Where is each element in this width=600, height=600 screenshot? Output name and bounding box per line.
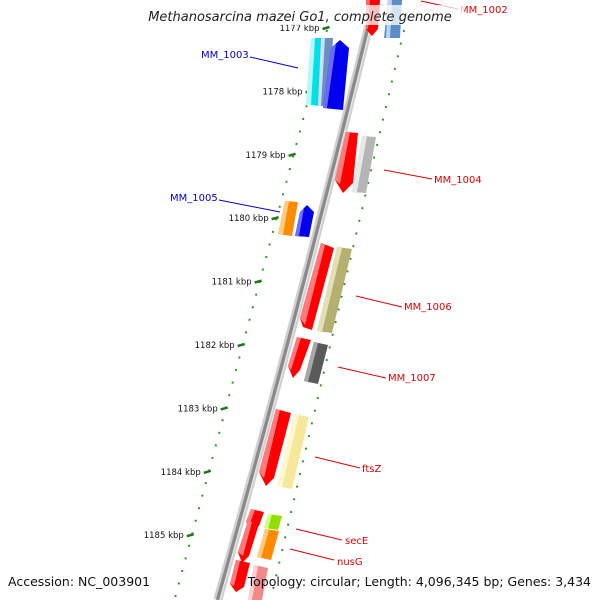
feature-next-gene-product — [248, 565, 268, 600]
tick-label: 1183 kbp — [178, 404, 218, 414]
label-group-mm-1003: MM_1003 — [201, 50, 299, 69]
tick-mark — [220, 406, 229, 411]
feature-next-gene — [230, 560, 250, 592]
label-group-ftsz: ftsZ — [314, 456, 381, 475]
tick-label: 1177 kbp — [279, 24, 319, 34]
gene-labels: MM_1002 MM_1003 MM_1004 MM_1005 MM_1006 … — [170, 0, 508, 568]
feature-layer — [230, 0, 402, 600]
gene-arrow-ftsz[interactable] — [259, 409, 291, 486]
gene-arrow-mm-1005[interactable] — [295, 205, 314, 237]
feature-mm-1007-product — [304, 342, 328, 384]
gene-label-mm-1003[interactable]: MM_1003 — [201, 50, 249, 61]
tick-label: 1182 kbp — [195, 341, 235, 351]
label-group-mm-1004: MM_1004 — [383, 169, 482, 186]
gene-arrow-mm-1006[interactable] — [300, 243, 334, 330]
feature-mm-1003-cds-a — [306, 38, 322, 106]
tick-mark — [322, 25, 330, 31]
feature-sece-product — [264, 514, 282, 530]
map-title: Methanosarcina mazei Go1, complete genom… — [148, 10, 452, 25]
label-group-mm-1007: MM_1007 — [337, 366, 436, 384]
dotted-tracks — [174, 29, 405, 599]
feature-mm-1006-product — [317, 247, 352, 333]
label-group-mm-1005: MM_1005 — [170, 193, 281, 213]
label-group-nusg: nusG — [289, 548, 363, 568]
title-backdrop — [138, 5, 464, 25]
backbone — [213, 0, 380, 600]
gene-arrow-mm-1007[interactable] — [288, 337, 311, 378]
feature-mm-1004-product — [352, 136, 376, 193]
tick-mark — [271, 215, 279, 221]
feature-nusg-product — [257, 529, 279, 560]
genome-summary-text: Topology: circular; Length: 4,096,345 bp… — [247, 574, 591, 589]
gene-label-mm-1006[interactable]: MM_1006 — [404, 302, 452, 313]
accession-text: Accession: NC_003901 — [8, 574, 150, 589]
gene-label-sece[interactable]: secE — [345, 536, 368, 547]
tick-label: 1185 kbp — [144, 531, 184, 541]
label-group-sece: secE — [295, 528, 368, 547]
tick-mark — [254, 279, 263, 284]
tick-mark — [203, 469, 212, 475]
tick-label: 1181 kbp — [212, 278, 252, 288]
gene-label-ftsz[interactable]: ftsZ — [362, 464, 381, 475]
gene-label-mm-1004[interactable]: MM_1004 — [434, 175, 482, 186]
feature-ftsz-product — [277, 414, 309, 489]
gene-arrow-nusg[interactable] — [238, 521, 259, 563]
tick-label: 1179 kbp — [246, 151, 286, 161]
gene-label-nusg[interactable]: nusG — [337, 557, 363, 568]
dotted-track-2 — [270, 29, 405, 599]
tick-label: 1184 kbp — [161, 468, 201, 478]
gene-label-mm-1007[interactable]: MM_1007 — [388, 373, 436, 384]
tick-label: 1180 kbp — [229, 214, 269, 224]
tick-mark — [288, 152, 296, 158]
gene-label-mm-1002[interactable]: MM_1002 — [460, 5, 508, 16]
tick-label: 1178 kbp — [263, 87, 303, 97]
feature-mm-1005-cds — [278, 201, 298, 236]
gene-label-mm-1005[interactable]: MM_1005 — [170, 193, 218, 204]
label-group-mm-1006: MM_1006 — [355, 295, 452, 313]
gene-arrow-mm-1004[interactable] — [335, 132, 358, 193]
gene-arrow-mm-1003[interactable] — [323, 40, 349, 110]
tick-mark — [186, 532, 195, 538]
tick-mark — [237, 342, 246, 348]
